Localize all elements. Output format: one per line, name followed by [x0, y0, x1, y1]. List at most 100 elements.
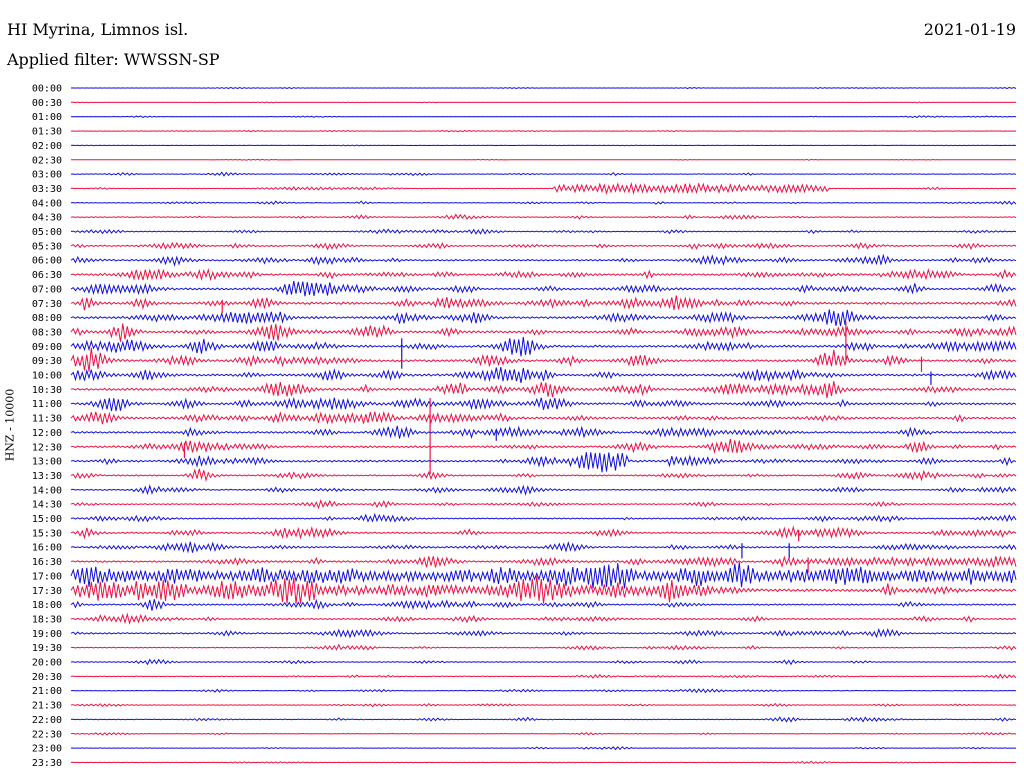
- time-label: 08:00: [32, 313, 62, 324]
- time-label: 00:30: [32, 98, 62, 109]
- time-label: 07:00: [32, 284, 62, 295]
- trace-line: [70, 512, 1017, 523]
- date-label: 2021-01-19: [923, 20, 1016, 39]
- time-label: 19:00: [32, 629, 62, 640]
- time-label: 13:00: [32, 457, 62, 468]
- trace-line: [70, 213, 1017, 221]
- time-label: 03:30: [32, 184, 62, 195]
- trace-line: [70, 171, 1017, 177]
- trace-line: [70, 612, 1017, 625]
- trace-line: [70, 555, 1017, 568]
- trace-line: [70, 101, 1017, 104]
- trace-line: [70, 746, 1017, 751]
- time-label: 04:30: [32, 213, 62, 224]
- time-label: 05:00: [32, 227, 62, 238]
- trace-line: [70, 452, 1017, 473]
- time-label: 15:30: [32, 528, 62, 539]
- trace-line: [70, 181, 1017, 195]
- trace-line: [70, 241, 1017, 251]
- time-label: 13:30: [32, 471, 62, 482]
- trace-line: [70, 323, 1017, 342]
- time-label: 15:00: [32, 514, 62, 525]
- trace-line: [70, 438, 1017, 454]
- time-label: 08:30: [32, 327, 62, 338]
- trace-line: [70, 86, 1017, 90]
- station-title: HI Myrina, Limnos isl.: [7, 20, 189, 39]
- time-label: 18:00: [32, 600, 62, 611]
- trace-line: [70, 760, 1017, 765]
- trace-line: [70, 200, 1017, 206]
- time-label: 17:30: [32, 586, 62, 597]
- time-label: 11:30: [32, 414, 62, 425]
- trace-line: [70, 309, 1017, 327]
- trace-line: [70, 541, 1017, 554]
- time-label: 05:30: [32, 241, 62, 252]
- trace-line: [70, 658, 1017, 666]
- time-label: 20:00: [32, 658, 62, 669]
- time-label: 23:30: [32, 758, 62, 769]
- trace-group: [70, 86, 1017, 765]
- trace-line: [70, 381, 1017, 399]
- time-label: 10:00: [32, 371, 62, 382]
- time-label: 20:30: [32, 672, 62, 683]
- trace-line: [70, 228, 1017, 235]
- time-label: 14:30: [32, 500, 62, 511]
- trace-line: [70, 716, 1017, 723]
- trace-line: [70, 702, 1017, 708]
- trace-line: [70, 367, 1017, 383]
- trace-line: [70, 627, 1017, 639]
- time-label: 18:30: [32, 614, 62, 625]
- trace-line: [70, 468, 1017, 483]
- trace-line: [70, 575, 1017, 604]
- time-label: 01:30: [32, 127, 62, 138]
- time-label: 17:00: [32, 571, 62, 582]
- filter-subtitle: Applied filter: WWSSN-SP: [7, 50, 220, 69]
- trace-line: [70, 598, 1017, 611]
- time-label: 12:00: [32, 428, 62, 439]
- time-label: 11:00: [32, 399, 62, 410]
- time-label: 03:00: [32, 170, 62, 181]
- time-label: 06:00: [32, 256, 62, 267]
- trace-line: [70, 484, 1017, 496]
- time-label: 09:30: [32, 356, 62, 367]
- time-label: 02:00: [32, 141, 62, 152]
- trace-line: [70, 115, 1017, 119]
- trace-line: [70, 280, 1017, 297]
- time-label: 21:00: [32, 686, 62, 697]
- time-label: 16:00: [32, 543, 62, 554]
- trace-line: [70, 525, 1017, 540]
- trace-line: [70, 688, 1017, 694]
- time-label: 12:30: [32, 442, 62, 453]
- time-label: 10:30: [32, 385, 62, 396]
- time-label: 09:00: [32, 342, 62, 353]
- time-label: 06:30: [32, 270, 62, 281]
- trace-line: [70, 253, 1017, 267]
- time-label: 14:00: [32, 485, 62, 496]
- trace-line: [70, 731, 1017, 736]
- trace-line: [70, 347, 1017, 372]
- trace-line: [70, 295, 1017, 311]
- trace-line: [70, 144, 1017, 147]
- time-label: 07:30: [32, 299, 62, 310]
- trace-line: [70, 643, 1017, 651]
- trace-line: [70, 336, 1017, 357]
- trace-line: [70, 673, 1017, 680]
- time-label: 00:00: [32, 84, 62, 95]
- trace-line: [70, 396, 1017, 412]
- time-label: 19:30: [32, 643, 62, 654]
- time-label: 02:30: [32, 155, 62, 166]
- trace-line: [70, 129, 1017, 133]
- time-label: 01:00: [32, 112, 62, 123]
- trace-line: [70, 410, 1017, 425]
- time-label-group: 00:00 00:30 01:00 01:30 02:00 02:30 03:00 03:30…: [32, 84, 62, 769]
- trace-line: [70, 267, 1017, 282]
- time-label: 16:30: [32, 557, 62, 568]
- time-label: 23:00: [32, 744, 62, 755]
- time-label: 21:30: [32, 701, 62, 712]
- time-label: 22:00: [32, 715, 62, 726]
- time-label: 04:00: [32, 198, 62, 209]
- trace-line: [70, 499, 1017, 510]
- trace-line: [70, 425, 1017, 439]
- trace-line: [70, 158, 1017, 161]
